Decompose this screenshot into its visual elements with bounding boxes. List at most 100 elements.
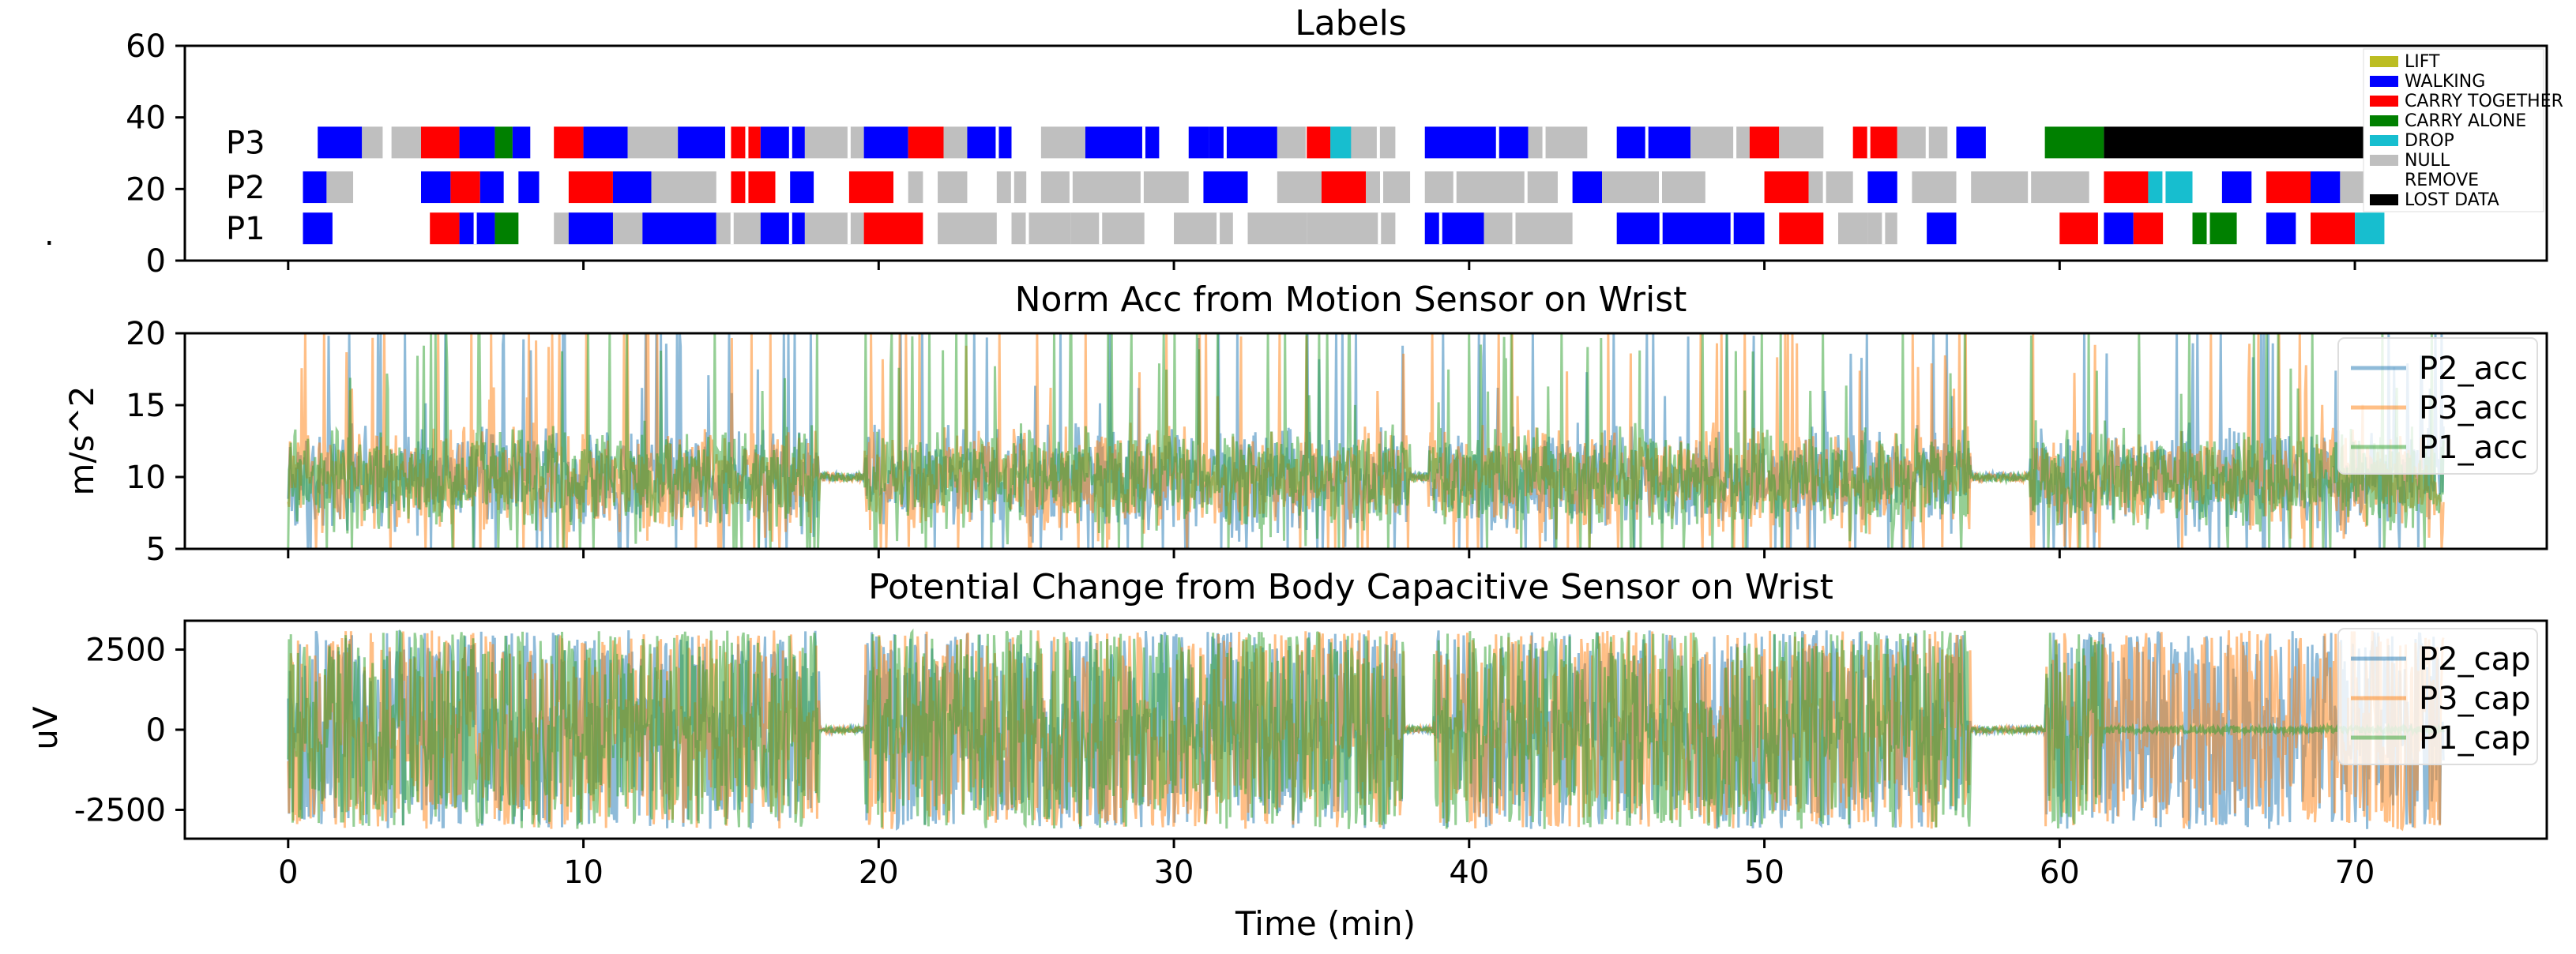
label-segment (554, 126, 584, 159)
label-segment (1330, 126, 1352, 159)
label-gap (1453, 171, 1457, 204)
label-segment (1424, 171, 1558, 204)
label-gap (1822, 171, 1826, 204)
label-segment (678, 126, 725, 159)
label-segment (790, 171, 814, 204)
legend-swatch (2370, 115, 2398, 126)
label-segment (943, 126, 968, 159)
label-segment (421, 126, 460, 159)
ytick-label: 0 (146, 243, 166, 280)
acc-marks (287, 332, 2445, 550)
label-segment (908, 126, 944, 159)
series-line-P1_acc (287, 332, 2445, 550)
label-segment (2221, 171, 2252, 204)
legend-swatch (2370, 76, 2398, 87)
label-gap (1882, 212, 1886, 245)
label-segment (627, 126, 679, 159)
legend-label: WALKING (2405, 72, 2485, 92)
label-segment (459, 212, 495, 245)
ytick-label: 10 (126, 460, 166, 496)
legend-label: NULL (2405, 151, 2450, 171)
xtick-label: 20 (859, 854, 899, 891)
label-segment (1070, 212, 1145, 245)
label-gap (1659, 212, 1663, 245)
label-segment (459, 126, 495, 159)
label-gap (1524, 171, 1528, 204)
acc-ylabel: m/s^2 (62, 386, 101, 496)
label-segment (863, 212, 923, 245)
label-segment (303, 212, 333, 245)
label-segment (1040, 126, 1085, 159)
label-segment (1572, 171, 1602, 204)
label-segment (731, 171, 776, 204)
label-segment (421, 171, 451, 204)
label-segment (479, 171, 504, 204)
label-segment (1040, 171, 1189, 204)
label-gap (1438, 212, 1442, 245)
label-segment (1277, 171, 1322, 204)
x-axis-label: Time (min) (1235, 904, 1416, 943)
label-segment (612, 171, 652, 204)
ytick-label: 20 (126, 316, 166, 352)
label-segment (495, 212, 519, 245)
label-segment (1867, 171, 1897, 204)
label-gap (1010, 171, 1014, 204)
labels-title: Labels (1295, 3, 1407, 43)
legend-label: LIFT (2405, 52, 2440, 72)
label-segment (1912, 171, 1957, 204)
labels-axes-frame (183, 44, 2548, 262)
label-segment (1779, 212, 1824, 245)
label-gap (1925, 126, 1929, 159)
label-segment (430, 212, 460, 245)
label-segment (1927, 212, 1957, 245)
label-gap (995, 126, 999, 159)
label-segment (1209, 126, 1277, 159)
legend-box (2337, 337, 2538, 475)
xtick-label: 70 (2335, 854, 2375, 891)
ytick-label: 0 (146, 712, 166, 749)
legend-swatch (2370, 175, 2398, 186)
acc-yticks: 5 10 15 20 (126, 316, 185, 568)
label-gap (1140, 171, 1144, 204)
labels-marks (303, 126, 2414, 245)
label-gap (2028, 171, 2032, 204)
label-segment (1616, 212, 1765, 245)
label-segment (863, 126, 908, 159)
label-segment (716, 212, 761, 245)
label-gap (745, 126, 749, 159)
ytick-label: -2500 (74, 792, 166, 828)
label-segment (938, 171, 968, 204)
legend-label: P1_cap (2419, 720, 2530, 757)
labels-yticks: 0 20 40 60 (126, 28, 185, 280)
legend-label: CARRY ALONE (2405, 111, 2526, 131)
legend-label: CARRY TOGETHER (2405, 92, 2563, 111)
label-gap (788, 212, 792, 245)
legend-swatch (2370, 56, 2398, 67)
label-segment (967, 126, 1012, 159)
ytick-label: 20 (126, 171, 166, 208)
label-gap (1025, 212, 1029, 245)
legend-label: P3_acc (2419, 390, 2528, 426)
label-segment (2311, 171, 2341, 204)
label-segment (1528, 126, 1588, 159)
label-gap (1223, 126, 1227, 159)
label-segment (391, 126, 421, 159)
series-line-P1_cap (287, 628, 2445, 829)
label-segment (642, 212, 716, 245)
label-segment (1424, 126, 1529, 159)
label-gap (1141, 126, 1145, 159)
xtick-label: 60 (2040, 854, 2080, 891)
label-gap (1069, 171, 1073, 204)
legend-label: P2_cap (2419, 641, 2530, 678)
ytick-label: 40 (126, 100, 166, 137)
label-segment (2104, 126, 2414, 159)
label-segment (1307, 212, 1396, 245)
label-segment (318, 126, 363, 159)
label-segment (568, 171, 613, 204)
label-segment (326, 171, 354, 204)
label-gap (1495, 126, 1499, 159)
cap-panel: Potential Change from Body Capacitive Se… (26, 567, 2548, 840)
